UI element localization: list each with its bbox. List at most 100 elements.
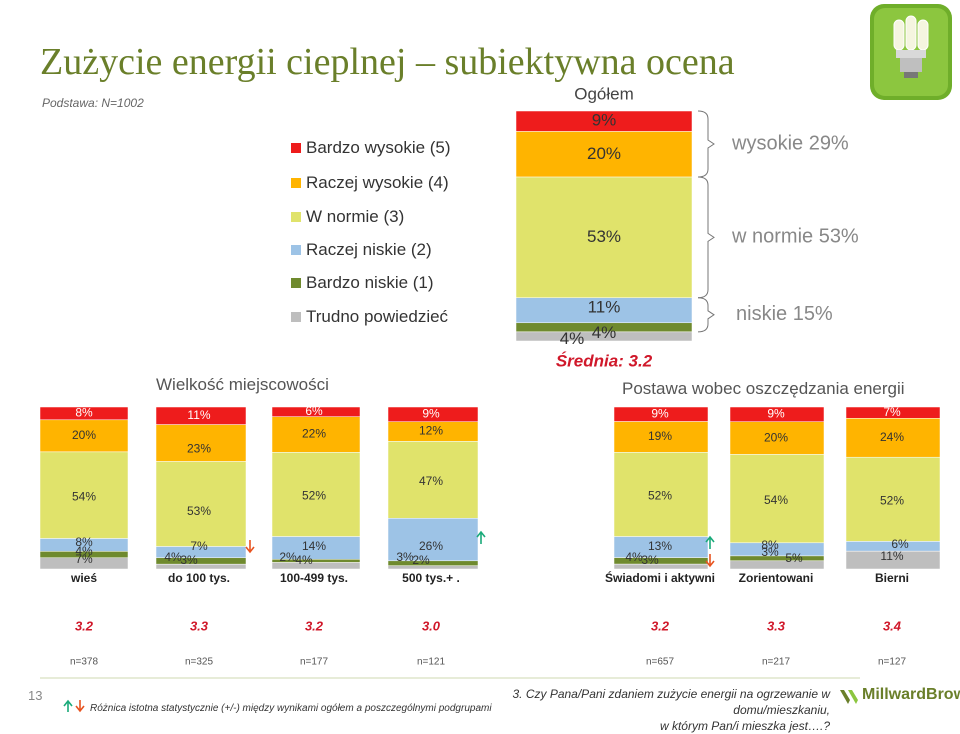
significance-down-arrow <box>705 554 715 568</box>
subgroup-bar-segment <box>387 441 479 519</box>
subgroup-bar-segment <box>155 424 247 462</box>
sample-size: n=378 <box>70 657 99 668</box>
subgroup-segment-label: 52% <box>648 489 672 503</box>
subgroup-bar-segment <box>845 456 941 542</box>
question-line-2: w którym Pan/i mieszka jest….? <box>659 719 830 733</box>
subgroup-segment-label: 9% <box>651 406 669 420</box>
sample-size: n=325 <box>185 657 214 668</box>
sample-size: n=127 <box>878 657 907 668</box>
legend-swatch <box>291 211 301 222</box>
subgroup-segment-label: 8% <box>75 535 93 549</box>
category-label: wieś <box>70 571 97 585</box>
legend-swatch <box>291 311 301 322</box>
subgroup-segment-label: 6% <box>891 537 909 551</box>
category-label: Zorientowani <box>739 571 814 585</box>
subgroup-segment-label: 4% <box>164 550 182 564</box>
legend-swatch <box>291 142 301 153</box>
category-label: do 100 tys. <box>168 571 230 585</box>
subgroup-bar-segment <box>155 461 247 547</box>
subgroup-bar-segment <box>613 452 709 537</box>
sample-size: n=657 <box>646 657 675 668</box>
subgroup-bar-segment <box>729 560 825 570</box>
subgroup-bar-segment <box>155 563 247 570</box>
base-note: Podstawa: N=1002 <box>42 96 144 110</box>
subgroup-bar-segment <box>271 416 361 453</box>
subgroup-segment-label: 2% <box>279 550 297 564</box>
subgroup-bar-segment <box>729 421 825 455</box>
subgroup-segment-label: 23% <box>187 441 211 455</box>
group-bracket <box>697 297 715 333</box>
subgroup-segment-label: 54% <box>72 489 96 503</box>
subgroup-segment-label: 26% <box>419 539 443 553</box>
mean-value: 3.2 <box>651 618 670 633</box>
group-bracket <box>697 176 715 299</box>
legend-item: Bardzo wysokie (5) <box>291 137 451 159</box>
subgroup-segment-label: 24% <box>880 430 904 444</box>
lightbulb-icon <box>870 4 952 100</box>
subgroup-bar-segment <box>845 418 941 458</box>
subgroup-segment-label: 2% <box>412 553 430 567</box>
subgroup-segment-label: 6% <box>305 404 323 418</box>
mean-value: 3.3 <box>767 618 786 633</box>
group-label: wysokie 29% <box>731 132 849 154</box>
category-label: 100-499 tys. <box>280 571 348 585</box>
mean-value: 3.4 <box>883 618 902 633</box>
subgroup-bar-segment <box>39 419 129 453</box>
subgroup-bar-segment <box>729 454 825 544</box>
subgroup-bar-segment <box>39 451 129 539</box>
subgroup-segment-label: 8% <box>75 406 93 420</box>
legend-label: Raczej niskie (2) <box>306 240 432 259</box>
subgroup-bar-segment <box>613 421 709 453</box>
subgroup-segment-label: 4% <box>295 553 313 567</box>
subgroup-segment-label: 52% <box>302 489 326 503</box>
overall-segment-label: 4% <box>592 323 617 342</box>
subgroup-segment-label: 12% <box>419 424 443 438</box>
subgroup-segment-label: 19% <box>648 429 672 443</box>
legend-swatch <box>291 277 301 288</box>
subgroup-segment-label: 3% <box>396 550 414 564</box>
mean-value: 3.2 <box>75 618 94 633</box>
legend-item: Raczej wysokie (4) <box>291 172 449 194</box>
subgroup-segment-label: 7% <box>190 539 208 553</box>
group-label: w normie 53% <box>731 226 859 248</box>
legend-swatch <box>291 177 301 188</box>
subgroup-bar-segment <box>845 550 941 570</box>
legend-label: Bardzo wysokie (5) <box>306 138 451 157</box>
mean-value: 3.0 <box>422 618 441 633</box>
subgroup-segment-label: 7% <box>883 405 901 419</box>
subgroup-segment-label: 3% <box>641 553 659 567</box>
size-section-title: Wielkość miejscowości <box>156 375 329 394</box>
subgroup-segment-label: 14% <box>302 539 326 553</box>
group-bracket <box>697 110 715 178</box>
overall-segment-label: 11% <box>588 298 621 317</box>
subgroup-segment-label: 11% <box>880 549 903 563</box>
question-line-1: 3. Czy Pana/Pani zdaniem zużycie energii… <box>512 687 830 717</box>
legend-item: Raczej niskie (2) <box>291 239 432 261</box>
overall-segment-label: 20% <box>587 144 621 163</box>
subgroup-bar-segment <box>39 557 129 570</box>
subgroup-segment-label: 13% <box>648 539 672 553</box>
legend-item: W normie (3) <box>291 206 404 228</box>
overall-segment-label: 9% <box>592 111 617 130</box>
overall-bar-segment <box>515 131 693 178</box>
subgroup-segment-label: 52% <box>880 494 904 508</box>
question-text: 3. Czy Pana/Pani zdaniem zużycie energii… <box>440 686 830 734</box>
subgroup-segment-label: 9% <box>422 407 440 421</box>
subgroup-segment-label: 20% <box>764 430 788 444</box>
sample-size: n=121 <box>417 657 446 668</box>
significance-up-arrow <box>705 535 715 549</box>
category-label: 500 tys.+ . <box>402 571 460 585</box>
mean-value: 3.3 <box>190 618 209 633</box>
brand-logo-icon <box>840 690 858 704</box>
subgroup-bar-segment <box>613 563 709 570</box>
significance-legend-arrows-icon <box>63 699 85 713</box>
subgroup-segment-label: 54% <box>764 493 788 507</box>
subgroup-segment-label: 3% <box>761 545 779 559</box>
subgroup-segment-label: 47% <box>419 474 443 488</box>
footnote: Różnica istotna statystycznie (+/-) międ… <box>90 703 492 714</box>
overall-bar-segment <box>515 331 693 342</box>
overall-mean-label: Średnia: 3.2 <box>556 351 653 370</box>
sample-size: n=217 <box>762 657 791 668</box>
subgroup-segment-label: 4% <box>625 550 643 564</box>
category-label: Bierni <box>875 571 909 585</box>
